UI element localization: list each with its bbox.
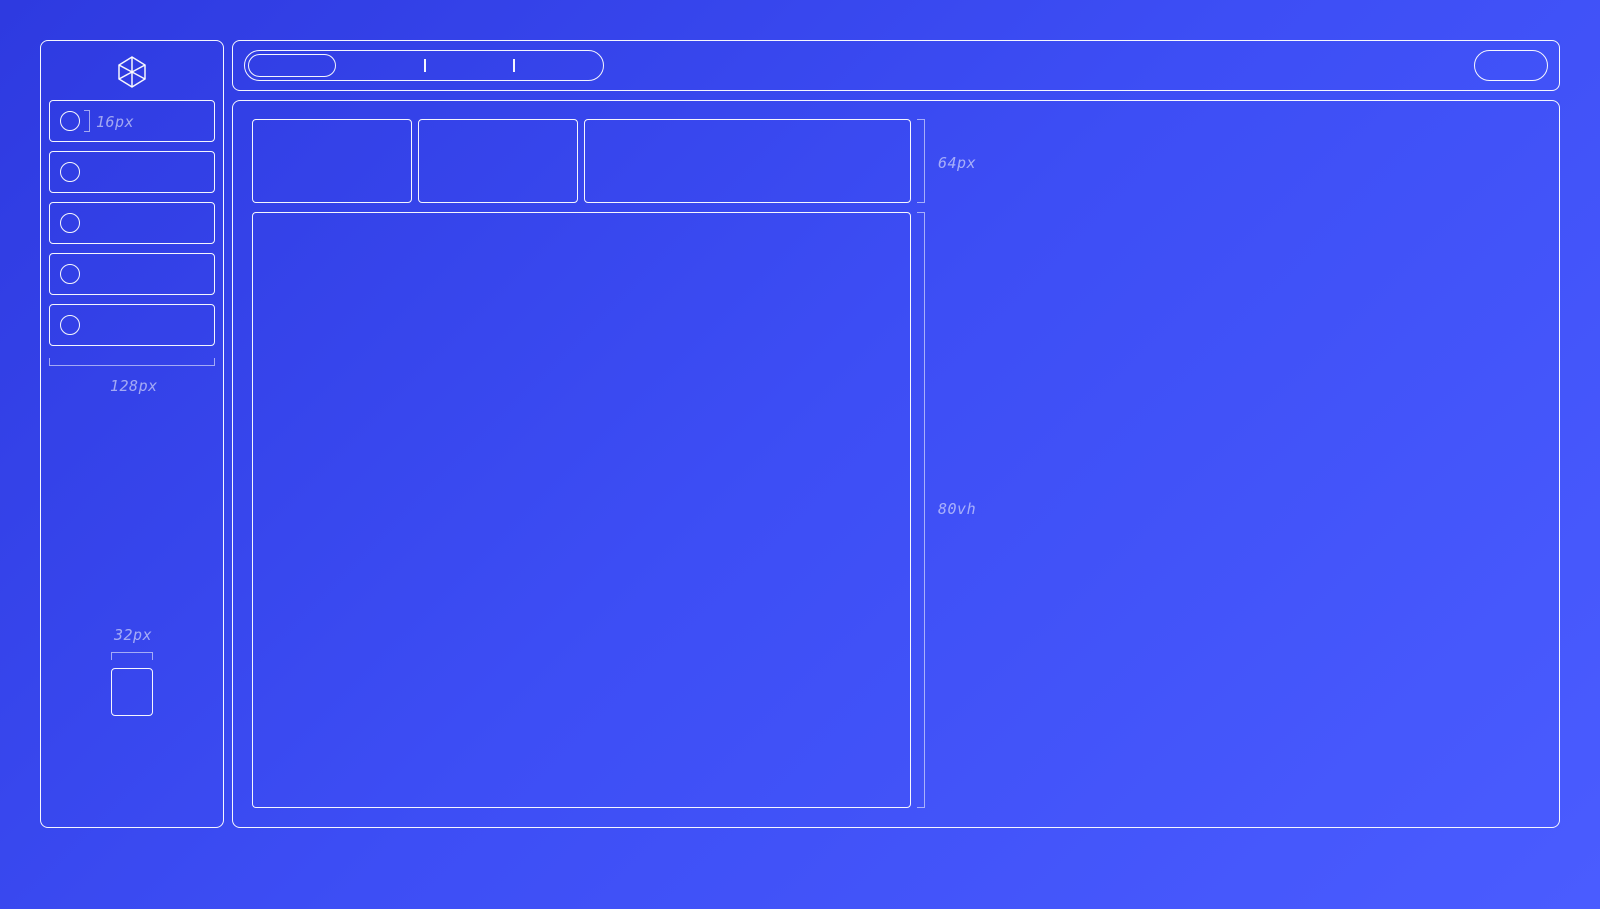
sidebar-item-2[interactable] <box>49 151 215 193</box>
card-3[interactable] <box>584 119 911 203</box>
segment-divider-2 <box>513 59 515 72</box>
segmented-active[interactable] <box>248 54 336 77</box>
content-height-label: 80vh <box>938 500 976 518</box>
sidebar-item-5[interactable] <box>49 304 215 346</box>
footer-box-bracket <box>111 652 153 660</box>
sidebar-item-3[interactable] <box>49 202 215 244</box>
sidebar-item-height-label: 16px <box>96 113 134 131</box>
wireframe-canvas: 16px 128px 32px 64px 80vh <box>0 0 1600 909</box>
card-2[interactable] <box>418 119 578 203</box>
sidebar-footer-box[interactable] <box>111 668 153 716</box>
logo-icon <box>115 55 149 89</box>
sidebar-width-label: 128px <box>110 377 158 395</box>
circle-icon <box>60 111 80 131</box>
segment-divider-1 <box>424 59 426 72</box>
card-height-bracket <box>917 119 925 203</box>
circle-icon <box>60 264 80 284</box>
sidebar-item-height-bracket <box>84 110 90 132</box>
circle-icon <box>60 213 80 233</box>
sidebar-item-4[interactable] <box>49 253 215 295</box>
footer-box-size-label: 32px <box>114 626 152 644</box>
circle-icon <box>60 162 80 182</box>
circle-icon <box>60 315 80 335</box>
header-action-button[interactable] <box>1474 50 1548 81</box>
card-height-label: 64px <box>938 154 976 172</box>
sidebar-width-bracket <box>49 358 215 366</box>
content-area <box>252 212 911 808</box>
content-height-bracket <box>917 212 925 808</box>
card-1[interactable] <box>252 119 412 203</box>
